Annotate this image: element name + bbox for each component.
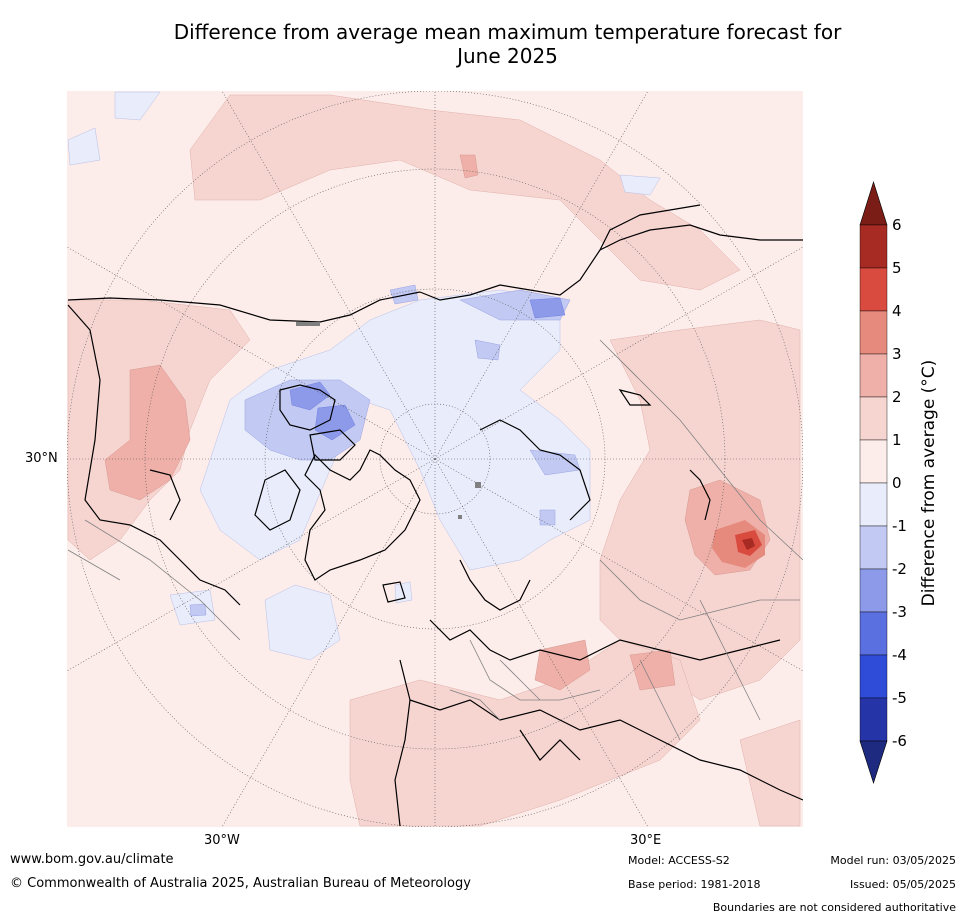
colorbar-tick-label: 3 <box>892 345 902 363</box>
map-title-line1: Difference from average mean maximum tem… <box>173 20 842 44</box>
colorbar-tick-label: -3 <box>892 603 907 621</box>
map-content <box>67 91 803 827</box>
colorbar-tick-label: 6 <box>892 216 902 234</box>
footer-issued: Issued: 05/05/2025 <box>849 878 956 891</box>
map-title: Difference from average mean maximum tem… <box>60 20 955 68</box>
colorbar-tick-label: -2 <box>892 560 907 578</box>
colorbar-tick-label: -1 <box>892 517 907 535</box>
warm-hotspot <box>712 520 765 568</box>
footer-model: Model: ACCESS-S2 <box>628 854 730 867</box>
map-title-line2: June 2025 <box>457 44 558 68</box>
lon-label-30w: 30°W <box>204 833 240 848</box>
graticule-meridians <box>67 91 803 827</box>
colorbar-tick-label: -5 <box>892 689 907 707</box>
cool-regions-minus2-minus3 <box>289 297 566 441</box>
lat-label-30n: 30°N <box>25 451 58 466</box>
colorbar-tick-label: -4 <box>892 646 907 664</box>
minor-features <box>296 322 481 519</box>
footer-copyright: © Commonwealth of Australia 2025, Austra… <box>10 876 471 891</box>
colorbar-tick-label: 4 <box>892 302 902 320</box>
political-boundaries <box>67 339 803 741</box>
footer-model-run: Model run: 03/05/2025 <box>830 854 956 867</box>
colorbar-tick-label: 2 <box>892 388 902 406</box>
colorbar-title: Difference from average (°C) <box>919 359 939 607</box>
lon-label-30e: 30°E <box>630 833 662 848</box>
footer-base-period: Base period: 1981-2018 <box>628 878 761 891</box>
footer-website[interactable]: www.bom.gov.au/climate <box>10 852 174 867</box>
colorbar-tick-label: 1 <box>892 431 902 449</box>
coastlines <box>67 204 803 827</box>
colorbar-tick-label: -6 <box>892 732 907 750</box>
colorbar-tick-label: 0 <box>892 474 902 492</box>
colorbar-tick-label: 5 <box>892 259 902 277</box>
footer-disclaimer: Boundaries are not considered authoritat… <box>712 901 956 914</box>
